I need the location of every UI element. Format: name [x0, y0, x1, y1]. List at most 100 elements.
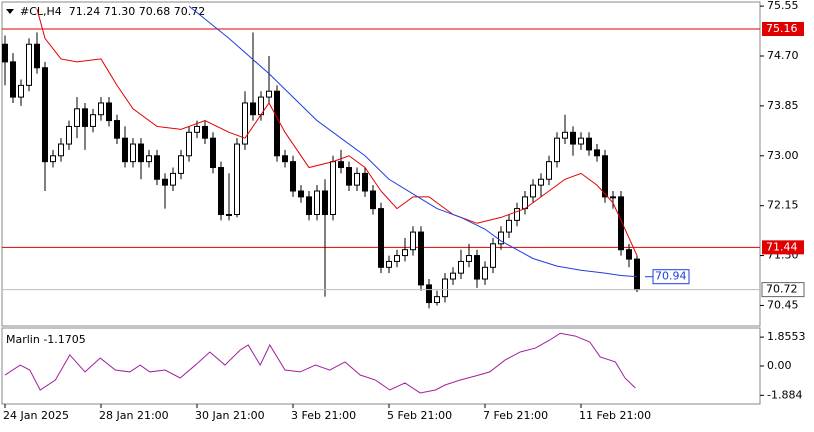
candle-body	[490, 243, 496, 268]
candle-body	[410, 231, 416, 251]
candle-body	[74, 108, 80, 127]
candle-body	[546, 161, 552, 180]
candle-body	[202, 125, 208, 139]
candle-body	[50, 155, 56, 163]
x-tick-label: 24 Jan 2025	[3, 409, 69, 422]
y-tick-label: 1.8553	[767, 330, 806, 343]
candle-body	[226, 213, 232, 216]
candle-body	[162, 178, 168, 186]
y-tick-label: 73.85	[767, 99, 799, 112]
candle-body	[370, 190, 376, 210]
candle-body	[242, 102, 248, 145]
candle-body	[170, 172, 176, 186]
candle-body	[194, 125, 200, 133]
candle-body	[290, 161, 296, 192]
ma-label: 70.94	[655, 270, 687, 283]
candle-body	[602, 155, 608, 198]
candle-body	[306, 196, 312, 215]
candle-body	[554, 137, 560, 163]
candle-body	[2, 43, 8, 63]
candle-body	[530, 184, 536, 198]
current-price-label: 70.72	[766, 283, 798, 296]
candle-body	[274, 90, 280, 157]
x-tick-label: 5 Feb 21:00	[387, 409, 452, 422]
current-price-box	[761, 282, 805, 298]
candle-body	[634, 258, 640, 291]
candle-body	[314, 190, 320, 215]
candle-body	[42, 67, 48, 163]
candle-body	[146, 155, 152, 163]
candle-body	[386, 260, 392, 268]
level-box	[762, 22, 804, 36]
candle-body	[98, 102, 104, 116]
candle-body	[266, 90, 272, 98]
x-tick-label: 30 Jan 21:00	[195, 409, 265, 422]
level-label: 75.16	[766, 22, 798, 35]
y-tick-label: -1.884	[767, 388, 802, 401]
candle-body	[34, 43, 40, 69]
candle-body	[210, 137, 216, 169]
candle-body	[178, 155, 184, 174]
candle-body	[618, 196, 624, 251]
y-tick-label: 70.45	[767, 298, 799, 311]
candle-body	[82, 108, 88, 127]
indicator-title: Marlin -1.1705	[6, 333, 86, 346]
candle-body	[434, 296, 440, 304]
candle-body	[218, 167, 224, 215]
candle-body	[426, 284, 432, 304]
candle-body	[186, 131, 192, 157]
candle-body	[122, 137, 128, 163]
candle-body	[330, 161, 336, 215]
candle-body	[18, 84, 24, 98]
candle-body	[234, 143, 240, 215]
x-tick-label: 28 Jan 21:00	[99, 409, 169, 422]
ma-box	[652, 269, 690, 285]
price-panel	[1, 1, 761, 327]
candle-body	[138, 143, 144, 163]
candle-body	[466, 255, 472, 262]
candle-body	[354, 172, 360, 186]
y-tick-label: 0.00	[767, 359, 792, 372]
y-tick-label: 75.55	[767, 0, 799, 12]
candle-body	[626, 249, 632, 260]
candle-body	[586, 137, 592, 151]
y-tick-label: 74.70	[767, 49, 799, 62]
x-tick-label: 11 Feb 21:00	[579, 409, 651, 422]
candle-body	[338, 161, 344, 169]
moving-average	[36, 8, 638, 256]
level-label: 71.44	[766, 240, 798, 253]
candle-body	[282, 155, 288, 163]
candle-body	[442, 278, 448, 298]
header: #CL,H4 71.24 71.30 70.68 70.72	[20, 5, 205, 18]
candle-body	[450, 272, 456, 280]
candle-body	[562, 131, 568, 139]
menu-arrow[interactable]	[6, 9, 14, 14]
candle-body	[474, 255, 480, 280]
candle-body	[570, 131, 576, 145]
candle-body	[514, 208, 520, 221]
candle-body	[58, 143, 64, 157]
x-tick-label: 3 Feb 21:00	[291, 409, 356, 422]
y-tick-label: 72.15	[767, 199, 799, 212]
candle-body	[394, 255, 400, 262]
candle-body	[610, 196, 616, 199]
candle-body	[26, 43, 32, 86]
candle-body	[250, 102, 256, 116]
candle-body	[578, 137, 584, 145]
x-tick-label: 7 Feb 21:00	[483, 409, 548, 422]
candle-body	[458, 260, 464, 274]
candle-body	[90, 114, 96, 127]
y-tick-label: 73.00	[767, 149, 799, 162]
candle-body	[506, 219, 512, 233]
candle-body	[66, 125, 72, 145]
candle-body	[298, 190, 304, 198]
indicator-line	[4, 332, 636, 394]
candle-body	[482, 266, 488, 280]
candle-body	[498, 231, 504, 245]
candle-body	[154, 155, 160, 180]
candle-body	[130, 143, 136, 163]
candle-body	[322, 190, 328, 215]
candle-body	[346, 167, 352, 186]
